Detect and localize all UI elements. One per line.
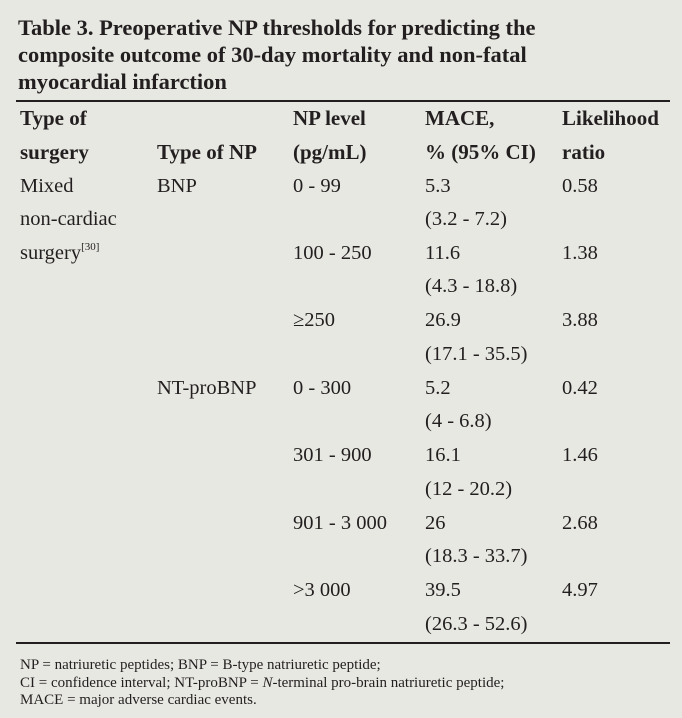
footnote-text: CI = confidence interval; NT-proBNP = — [20, 674, 263, 691]
likelihood-cell: 0.42 — [562, 377, 598, 399]
header-np-level-line2: (pg/mL) — [293, 140, 367, 164]
table-title-line: composite outcome of 30-day mortality an… — [18, 42, 527, 67]
header-likelihood-line2: ratio — [562, 140, 606, 164]
np-type-nt-probnp: NT-proBNP — [157, 377, 257, 399]
surgery-type-line3: surgery[30] — [20, 237, 99, 271]
mace-ci-cell: (17.1 - 35.5) — [425, 343, 528, 365]
header-type-of-surgery-line1: Type of — [20, 106, 87, 130]
mace-value-cell: 16.1 — [425, 444, 461, 466]
mace-value-cell: 26.9 — [425, 309, 461, 331]
surgery-type-line2: non-cardiac — [20, 208, 117, 230]
np-level-cell: ≥250 — [293, 309, 336, 331]
mace-value-cell: 26 — [425, 512, 446, 534]
footnote-line: MACE = major adverse cardiac events. — [20, 692, 257, 708]
mace-ci-cell: (12 - 20.2) — [425, 478, 513, 500]
header-mace-line1: MACE, — [425, 106, 495, 130]
mace-value-cell: 5.3 — [425, 175, 451, 197]
header-top-rule — [16, 100, 670, 102]
table-bottom-rule — [16, 642, 670, 644]
header-type-of-np: Type of NP — [157, 140, 257, 164]
mace-value-cell: 39.5 — [425, 579, 461, 601]
np-level-cell: >3 000 — [293, 579, 351, 601]
mace-ci-cell: (26.3 - 52.6) — [425, 613, 528, 635]
likelihood-cell: 2.68 — [562, 512, 598, 534]
mace-value-cell: 5.2 — [425, 377, 451, 399]
mace-ci-cell: (4.3 - 18.8) — [425, 275, 518, 297]
footnote-italic-text: N — [262, 674, 273, 691]
header-np-level-line1: NP level — [293, 106, 366, 130]
table-title: Table 3. Preoperative NP thresholds for … — [18, 14, 668, 95]
np-level-cell: 901 - 3 000 — [293, 512, 387, 534]
reference-superscript: [30] — [81, 241, 100, 253]
np-level-cell: 0 - 300 — [293, 377, 352, 399]
mace-ci-cell: (4 - 6.8) — [425, 410, 492, 432]
np-level-cell: 0 - 99 — [293, 175, 341, 197]
likelihood-cell: 4.97 — [562, 579, 598, 601]
surgery-type-line1: Mixed — [20, 175, 74, 197]
likelihood-cell: 0.58 — [562, 175, 598, 197]
mace-value-cell: 11.6 — [425, 242, 461, 264]
likelihood-cell: 3.88 — [562, 309, 598, 331]
footnote-text: -terminal pro-brain natriuretic peptide; — [272, 674, 505, 691]
header-mace-line2: % (95% CI) — [425, 140, 536, 164]
footnote-line: CI = confidence interval; NT-proBNP = N-… — [20, 675, 660, 693]
np-level-cell: 301 - 900 — [293, 444, 372, 466]
surgery-type-text: surgery — [20, 242, 82, 264]
mace-ci-cell: (3.2 - 7.2) — [425, 208, 507, 230]
table-footnote: NP = natriuretic peptides; BNP = B-type … — [20, 657, 660, 710]
footnote-line: NP = natriuretic peptides; BNP = B-type … — [20, 657, 381, 673]
likelihood-cell: 1.38 — [562, 242, 598, 264]
np-type-bnp: BNP — [157, 175, 197, 197]
header-type-of-surgery-line2: surgery — [20, 140, 89, 164]
np-level-cell: 100 - 250 — [293, 242, 372, 264]
table-title-line: Table 3. Preoperative NP thresholds for … — [18, 15, 536, 40]
mace-ci-cell: (18.3 - 33.7) — [425, 545, 528, 567]
table-title-line: myocardial infarction — [18, 69, 227, 94]
likelihood-cell: 1.46 — [562, 444, 598, 466]
header-likelihood-line1: Likelihood — [562, 106, 659, 130]
